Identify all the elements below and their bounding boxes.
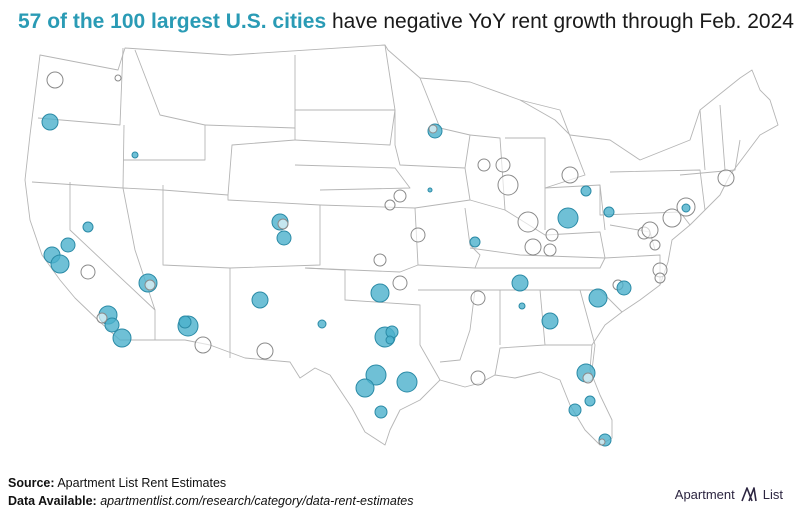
city-marker-negative (131, 151, 139, 159)
city-marker-positive (410, 227, 426, 243)
city-marker-negative (178, 315, 192, 329)
data-available-link[interactable]: apartmentlist.com/research/category/data… (100, 494, 414, 508)
city-marker-negative (317, 319, 327, 329)
city-marker-negative (385, 335, 395, 345)
city-marker-positive (598, 438, 606, 446)
brand-logo: Apartment List (675, 486, 783, 502)
source-text: Apartment List Rent Estimates (54, 476, 227, 490)
city-marker-negative (511, 274, 529, 292)
city-marker-negative (82, 221, 94, 233)
city-marker-positive (495, 157, 511, 173)
city-marker-positive (524, 238, 542, 256)
city-marker-positive (561, 166, 579, 184)
city-marker-negative (276, 230, 292, 246)
city-marker-negative (588, 288, 608, 308)
city-marker-negative (427, 187, 433, 193)
city-marker-positive (477, 158, 491, 172)
city-marker-positive (662, 208, 682, 228)
city-marker-positive (194, 336, 212, 354)
city-marker-positive (497, 174, 519, 196)
city-marker-positive (654, 272, 666, 284)
city-marker-negative (616, 280, 632, 296)
city-marker-negative (518, 302, 526, 310)
city-marker-positive (256, 342, 274, 360)
city-marker-positive (641, 221, 659, 239)
city-marker-negative (104, 317, 120, 333)
city-marker-positive (277, 218, 289, 230)
city-marker-positive (392, 275, 408, 291)
title-rest: have negative YoY rent growth through Fe… (326, 10, 794, 33)
city-marker-negative (568, 403, 582, 417)
state-lines (31, 44, 741, 381)
city-marker-negative (557, 207, 579, 229)
data-available-line: Data Available: apartmentlist.com/resear… (8, 494, 414, 508)
city-marker-negative (396, 371, 418, 393)
city-marker-positive (582, 372, 594, 384)
city-marker-positive (46, 71, 64, 89)
brand-name-b: List (762, 486, 783, 502)
city-marker-positive (470, 370, 486, 386)
city-marker-positive (80, 264, 96, 280)
city-marker-positive (517, 211, 539, 233)
data-available-label: Data Available: (8, 494, 97, 508)
city-marker-negative (355, 378, 375, 398)
state-borders (24, 44, 779, 446)
source-line: Source: Apartment List Rent Estimates (8, 476, 226, 490)
city-marker-positive (144, 279, 156, 291)
city-marker-positive (393, 189, 407, 203)
city-marker-positive (373, 253, 387, 267)
title-highlight: 57 of the 100 largest U.S. cities (18, 10, 327, 33)
brand-name-a: Apartment (674, 486, 735, 502)
city-marker-positive (428, 124, 438, 134)
city-marker-positive (649, 239, 661, 251)
city-markers (41, 71, 735, 447)
city-marker-negative (41, 113, 59, 131)
map-title: 57 of the 100 largest U.S. cities have n… (18, 10, 794, 34)
city-marker-negative (374, 405, 388, 419)
city-marker-negative (584, 395, 596, 407)
city-marker-positive (114, 74, 122, 82)
city-marker-negative (251, 291, 269, 309)
city-marker-negative (50, 254, 70, 274)
city-marker-negative (60, 237, 76, 253)
city-marker-negative (681, 203, 691, 213)
city-marker-negative (365, 364, 387, 386)
city-marker-negative (469, 236, 481, 248)
apartment-list-logo-icon (741, 487, 757, 502)
city-marker-positive (543, 243, 557, 257)
city-marker-positive (96, 312, 108, 324)
city-marker-negative (112, 328, 132, 348)
city-marker-negative (580, 185, 592, 197)
city-marker-positive (384, 199, 396, 211)
city-marker-negative (603, 206, 615, 218)
city-marker-negative (370, 283, 390, 303)
city-marker-negative (541, 312, 559, 330)
city-marker-positive (470, 290, 486, 306)
source-label: Source: (8, 476, 55, 490)
city-marker-positive (545, 228, 559, 242)
us-rent-growth-map (24, 44, 779, 447)
city-marker-positive (717, 169, 735, 187)
